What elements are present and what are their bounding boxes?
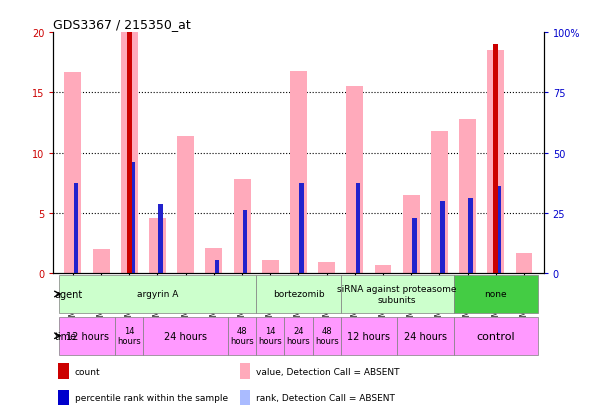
Bar <box>290 71 307 273</box>
Bar <box>402 195 420 273</box>
Text: 24 hours: 24 hours <box>164 331 207 341</box>
Text: argyrin A: argyrin A <box>137 290 178 299</box>
Text: 14
hours: 14 hours <box>118 326 141 346</box>
Bar <box>74 183 79 273</box>
Text: GDS3367 / 215350_at: GDS3367 / 215350_at <box>53 17 191 31</box>
Text: time: time <box>54 331 77 341</box>
Bar <box>158 205 163 273</box>
Bar <box>284 317 313 355</box>
Bar <box>59 275 256 313</box>
Bar <box>453 317 538 355</box>
Text: 12 hours: 12 hours <box>348 331 391 341</box>
Text: value, Detection Call = ABSENT: value, Detection Call = ABSENT <box>256 367 400 376</box>
Bar <box>58 363 69 379</box>
Bar <box>239 363 251 379</box>
Bar <box>412 218 417 273</box>
Text: none: none <box>485 290 507 299</box>
Text: siRNA against proteasome
subunits: siRNA against proteasome subunits <box>337 285 457 304</box>
Bar <box>346 87 363 273</box>
Bar <box>262 260 279 273</box>
Text: agent: agent <box>54 289 83 299</box>
Bar <box>121 33 138 273</box>
Bar <box>468 199 473 273</box>
Bar <box>130 163 135 273</box>
Bar <box>431 132 448 273</box>
Text: 24 hours: 24 hours <box>404 331 447 341</box>
Bar <box>177 136 194 273</box>
Text: 14
hours: 14 hours <box>258 326 282 346</box>
Text: 24
hours: 24 hours <box>287 326 310 346</box>
Bar <box>515 253 532 273</box>
Bar <box>93 249 109 273</box>
Bar <box>243 211 248 273</box>
Bar <box>313 317 341 355</box>
Bar <box>144 317 228 355</box>
Text: 48
hours: 48 hours <box>315 326 339 346</box>
Bar <box>459 120 476 273</box>
Text: rank, Detection Call = ABSENT: rank, Detection Call = ABSENT <box>256 393 395 402</box>
Text: count: count <box>75 367 100 376</box>
Text: 12 hours: 12 hours <box>66 331 109 341</box>
Bar <box>127 33 132 273</box>
Bar <box>341 275 453 313</box>
Text: 48
hours: 48 hours <box>230 326 254 346</box>
Bar <box>256 317 284 355</box>
Bar <box>59 317 115 355</box>
Bar <box>206 248 222 273</box>
Bar <box>356 183 361 273</box>
Text: bortezomib: bortezomib <box>272 290 324 299</box>
Bar <box>496 187 501 273</box>
Bar <box>228 317 256 355</box>
Text: percentile rank within the sample: percentile rank within the sample <box>75 393 228 402</box>
Bar <box>64 73 82 273</box>
Bar <box>440 201 445 273</box>
Bar <box>115 317 144 355</box>
Text: control: control <box>476 331 515 341</box>
Bar <box>256 275 341 313</box>
Bar <box>239 389 251 405</box>
Bar <box>453 275 538 313</box>
Bar <box>341 317 397 355</box>
Bar <box>397 317 453 355</box>
Bar <box>318 263 335 273</box>
Bar <box>488 51 504 273</box>
Bar <box>299 183 304 273</box>
Bar <box>215 260 219 273</box>
Bar <box>149 218 166 273</box>
Bar <box>58 389 69 405</box>
Bar <box>233 180 251 273</box>
Bar <box>493 45 498 273</box>
Bar <box>375 265 391 273</box>
